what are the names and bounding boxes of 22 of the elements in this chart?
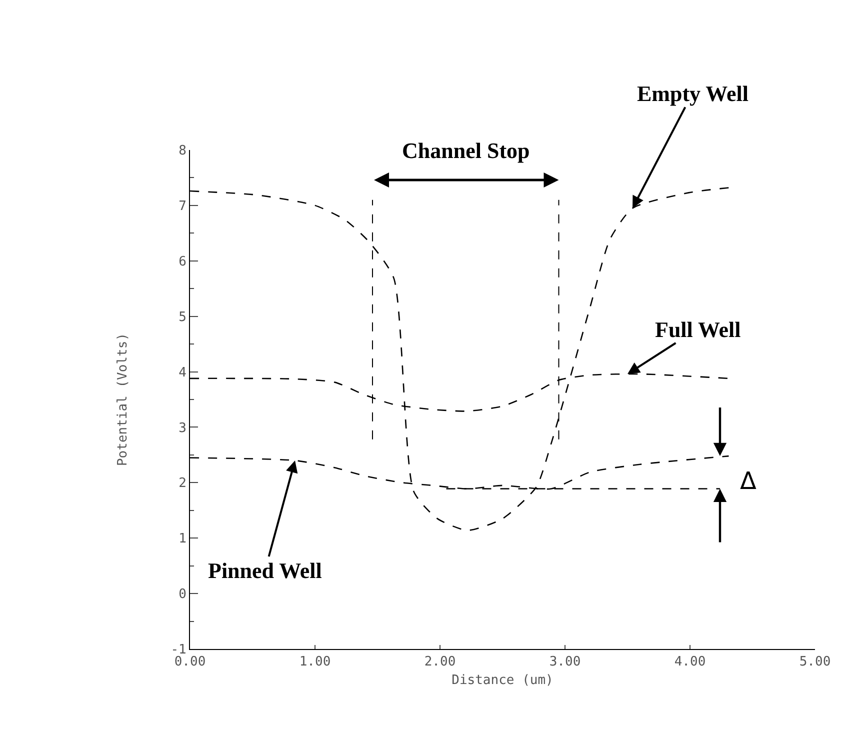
- y-tick-label: 5: [178, 310, 186, 325]
- x-tick-label: 0.00: [174, 654, 206, 670]
- x-tick-label: 4.00: [674, 654, 706, 670]
- x-tick-label: 5.00: [799, 654, 831, 670]
- x-tick-label: 3.00: [549, 654, 581, 670]
- x-tick-label: 1.00: [299, 654, 331, 670]
- annotation: Empty Well: [637, 81, 748, 106]
- y-tick-label: 7: [178, 198, 186, 214]
- annotation: Full Well: [655, 317, 741, 342]
- x-tick-label: 2.00: [424, 654, 456, 670]
- y-axis-title: Potential (Volts): [116, 332, 131, 466]
- y-tick-label: 6: [178, 254, 186, 270]
- annotation: Pinned Well: [208, 558, 322, 583]
- y-tick-label: 3: [178, 420, 186, 436]
- annotation: Channel Stop: [402, 138, 530, 163]
- y-tick-label: 8: [178, 144, 186, 159]
- y-tick-label: 0: [178, 587, 186, 602]
- x-axis-title: Distance (um): [452, 673, 554, 688]
- y-tick-label: 2: [178, 476, 186, 492]
- y-tick-label: 4: [178, 365, 187, 380]
- annotation: Δ: [740, 467, 757, 495]
- y-tick-label: 1: [178, 532, 186, 547]
